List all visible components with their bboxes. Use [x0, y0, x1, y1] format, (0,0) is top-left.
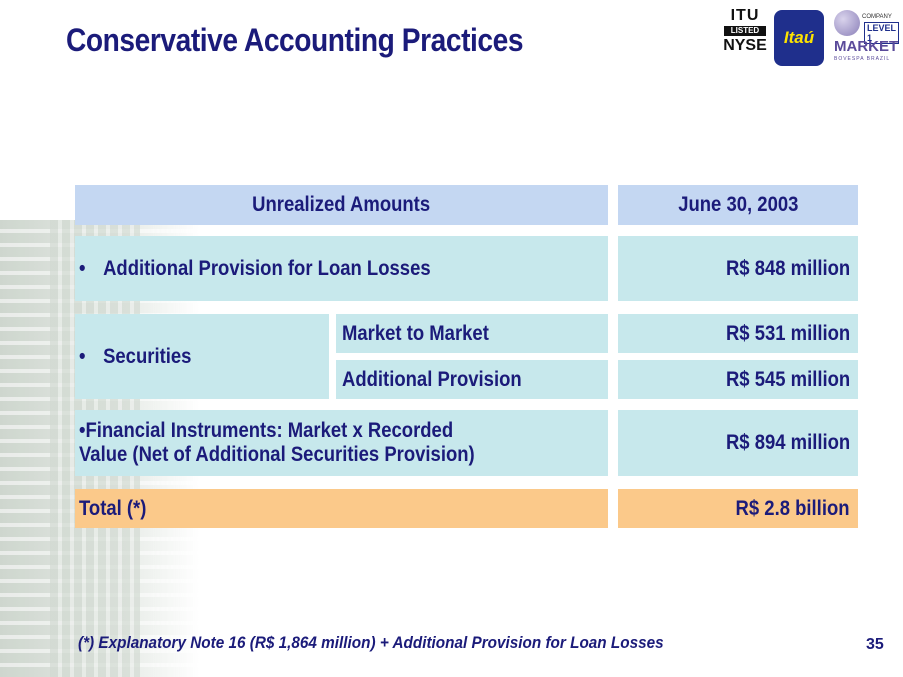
row-securities-label-cell: • Securities: [75, 314, 329, 399]
total-value: R$ 2.8 billion: [736, 496, 850, 520]
row-additional-provision-value: R$ 545 million: [725, 367, 850, 391]
row-additional-provision-value-cell: R$ 545 million: [618, 360, 858, 399]
header-date: June 30, 2003: [618, 185, 858, 225]
bovespa-logo-level: LEVEL 1: [864, 22, 899, 44]
row-loan-losses-value-cell: R$ 848 million: [618, 236, 858, 301]
bullet-securities: •: [79, 344, 86, 368]
slide-title: Conservative Accounting Practices: [66, 22, 524, 58]
nyse-logo-ticker: ITU: [730, 7, 760, 24]
total-label: Total (*): [79, 496, 147, 520]
page-number: 35: [866, 636, 884, 653]
header-right-label: June 30, 2003: [677, 193, 799, 216]
row-loan-losses-label-cell: • Additional Provision for Loan Losses: [75, 236, 608, 301]
bovespa-level1-logo: COMPANY LEVEL 1 MARKET BOVESPA BRAZIL: [832, 8, 899, 70]
row-market-to-market-label: Market to Market: [342, 321, 489, 345]
row-securities-label: Securities: [103, 344, 192, 368]
bovespa-logo-market: MARKET: [834, 38, 899, 55]
row-loan-losses-label: Additional Provision for Loan Losses: [103, 256, 431, 280]
nyse-logo-exchange: NYSE: [723, 37, 767, 54]
total-label-cell: Total (*): [75, 489, 608, 528]
row-additional-provision-label: Additional Provision: [342, 367, 522, 391]
row-financial-instruments-value: R$ 894 million: [725, 431, 850, 454]
row-additional-provision-label-cell: Additional Provision: [336, 360, 608, 399]
header-unrealized-amounts: Unrealized Amounts: [75, 185, 608, 225]
row-market-to-market-label-cell: Market to Market: [336, 314, 608, 353]
bovespa-circle-icon: [834, 10, 860, 36]
nyse-logo-listed: LISTED: [724, 26, 766, 36]
total-value-cell: R$ 2.8 billion: [618, 489, 858, 528]
row-market-to-market-value: R$ 531 million: [725, 321, 850, 345]
bovespa-logo-sub: BOVESPA BRAZIL: [834, 56, 891, 62]
row-financial-instruments-label-cell: •Financial Instruments: Market x Recorde…: [75, 410, 608, 476]
bovespa-logo-company: COMPANY: [862, 14, 892, 20]
footnote: (*) Explanatory Note 16 (R$ 1,864 millio…: [78, 633, 664, 652]
row-financial-instruments-label-line2: Value (Net of Additional Securities Prov…: [79, 443, 475, 466]
row-financial-instruments-value-cell: R$ 894 million: [618, 410, 858, 476]
row-financial-instruments-label-line1: •Financial Instruments: Market x Recorde…: [79, 419, 454, 442]
row-market-to-market-value-cell: R$ 531 million: [618, 314, 858, 353]
header-left-label: Unrealized Amounts: [252, 193, 431, 216]
row-loan-losses-value: R$ 848 million: [725, 256, 850, 280]
itau-logo: Itaú: [774, 10, 824, 66]
logo-group: ITU LISTED NYSE Itaú COMPANY LEVEL 1 MAR…: [714, 4, 899, 76]
bullet-loan-losses: •: [79, 256, 86, 280]
nyse-listed-logo: ITU LISTED NYSE: [718, 8, 772, 68]
